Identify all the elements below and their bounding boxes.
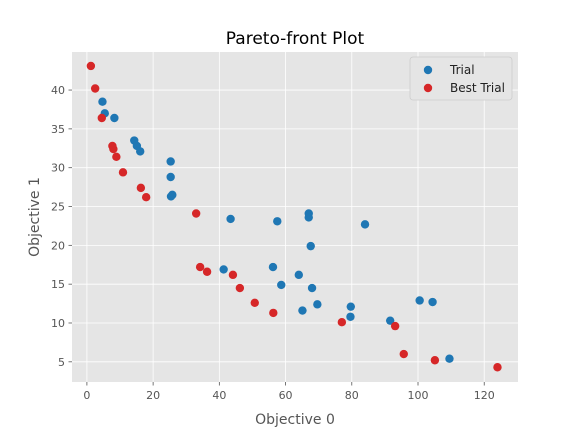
best-trial-point [195,262,205,272]
trial-point [136,147,145,156]
legend-marker-trial [423,65,433,75]
legend: Trial Best Trial [409,56,513,101]
x-tick-label: 40 [212,389,226,402]
x-tick-label: 20 [146,389,160,402]
trial-point [226,214,235,224]
trial-point [428,297,437,307]
best-trial-point [90,84,100,93]
trial-point [385,316,395,325]
legend-box [409,56,513,101]
grid-lines [72,52,518,382]
trial-point [306,241,315,251]
trial-point [277,280,286,290]
y-tick-label: 40 [51,84,65,97]
x-tick-label: 60 [279,389,293,402]
best-trial-point [493,363,502,372]
trial-point [304,213,313,222]
trial-point [110,113,119,123]
best-trial-point [109,144,118,154]
trial-point [294,270,304,280]
trial-point [307,283,317,293]
y-tick-label: 15 [51,278,65,291]
y-axis-label: Objective 1 [27,177,43,257]
trial-point [445,354,454,363]
trial-point [268,262,278,272]
best-trial-point [430,356,440,365]
best-trial-point [269,308,278,318]
best-trial-point [86,61,96,71]
trial-point [360,220,370,229]
trial-point [166,157,175,166]
y-tick-label: 30 [51,162,65,175]
x-axis-label: Objective 0 [255,412,335,428]
best-trial-point [202,267,212,276]
best-trial-point [112,152,121,162]
best-trial-point [118,168,128,177]
x-tick-label: 100 [408,389,429,402]
trial-point [273,217,282,226]
y-tick-label: 35 [51,123,65,136]
axis-ticks: 0 20 40 60 80 100 120 5 10 15 20 25 30 35 40 [51,84,495,402]
y-tick-label: 25 [51,201,65,214]
legend-label-best-trial: Best Trial [450,81,505,95]
trial-point [98,97,107,106]
legend-marker-best-trial [423,83,433,93]
best-trial-point [337,318,347,327]
trial-point [166,172,175,182]
best-trial-point [250,298,259,307]
best-trial-point [390,321,400,331]
chart-title: Pareto-front Plot [226,29,365,49]
trial-point [415,296,424,305]
data-points [86,61,502,372]
trial-point [298,306,307,315]
trial-point [168,190,177,200]
trial-point [313,300,322,309]
legend-label-trial: Trial [449,63,475,77]
best-trial-point [191,209,201,218]
trial-point [346,312,355,321]
trial-point [346,302,355,311]
x-tick-label: 120 [474,389,495,402]
trial-point [219,265,228,274]
best-trial-point [228,270,238,280]
y-tick-label: 20 [51,239,65,252]
best-trial-point [235,283,245,293]
y-tick-label: 5 [58,356,65,369]
best-trial-point [136,183,146,193]
best-trial-point [141,193,151,202]
best-trial-point [399,349,408,359]
x-tick-label: 0 [83,389,90,402]
plot-area [72,52,518,382]
best-trial-point [97,113,106,123]
x-tick-label: 80 [345,389,359,402]
y-tick-label: 10 [51,317,65,330]
